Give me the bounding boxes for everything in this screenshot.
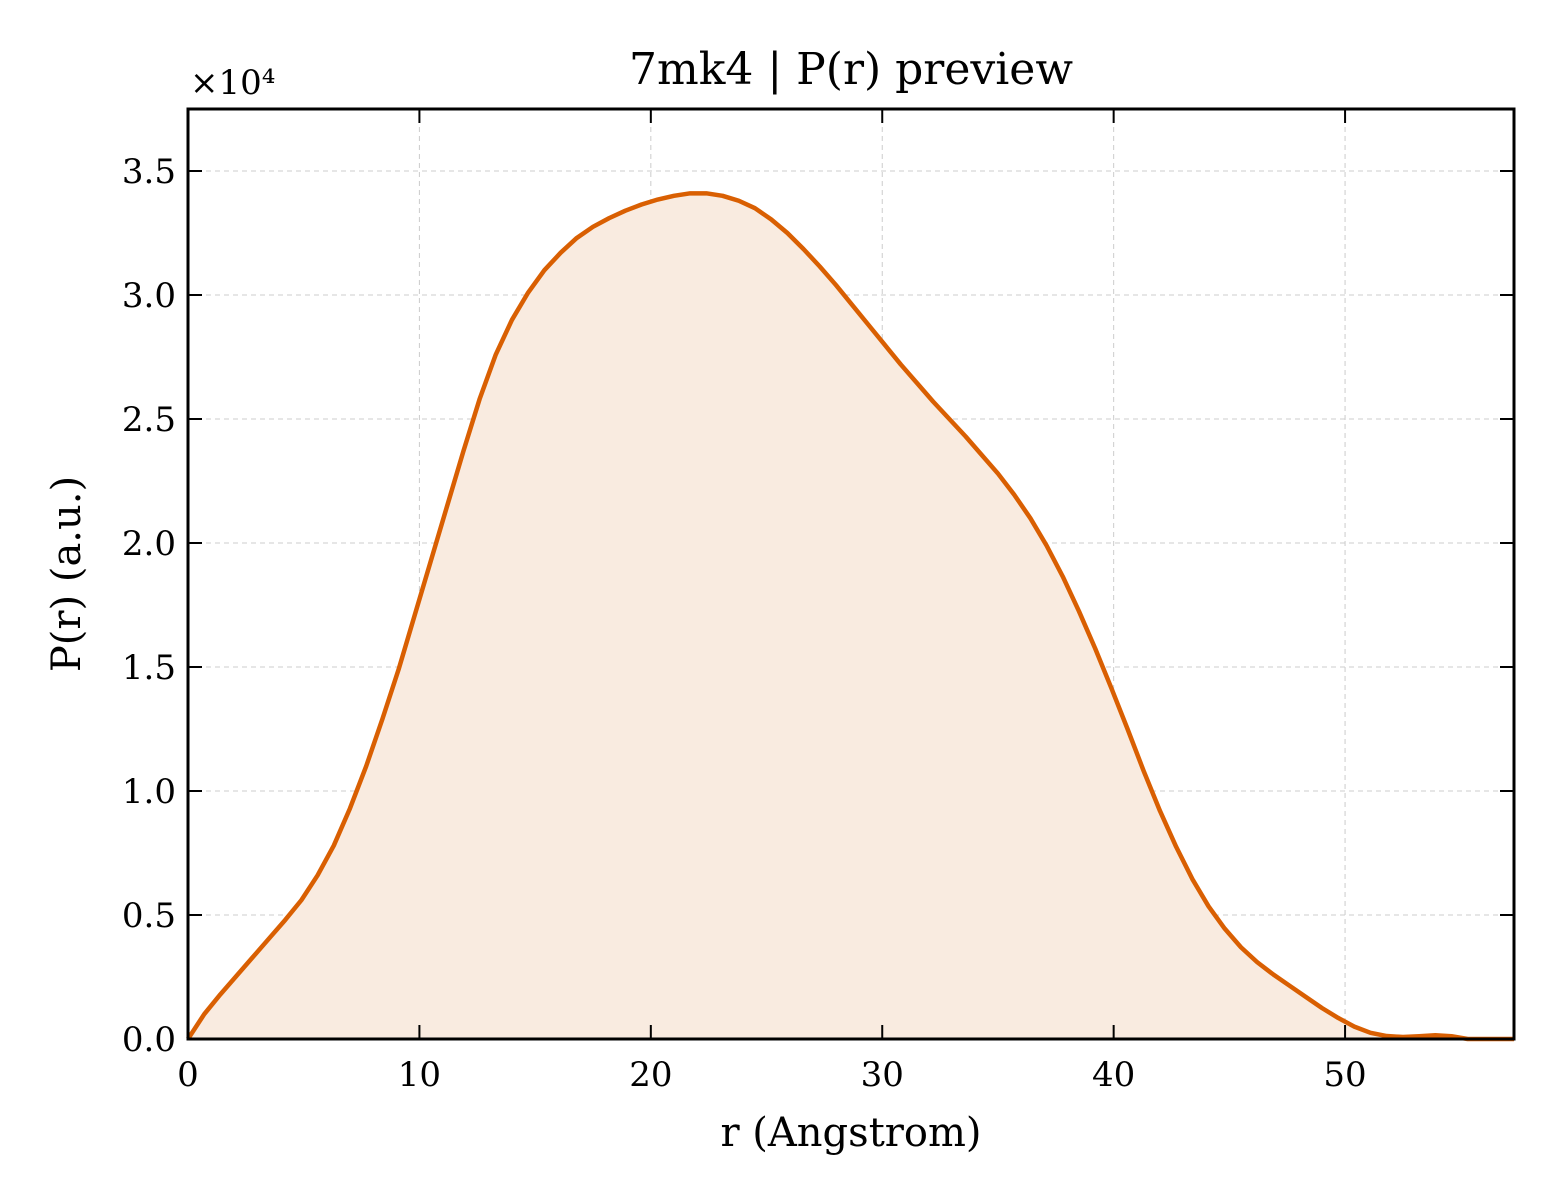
- y-tick-label: 1.0: [122, 772, 176, 812]
- tick-labels: 0 10 20 30 40 50 0.0 0.5 1.0 1.5 2.0 2.5 3.0 3.5: [122, 152, 1367, 1095]
- y-axis-title: P(r) (a.u.): [44, 476, 90, 672]
- y-tick-label: 2.0: [122, 524, 176, 564]
- y-tick-label: 3.0: [122, 276, 176, 316]
- series-area-fill: [188, 193, 1514, 1039]
- series-line: [186, 191, 1514, 1042]
- y-tick-label: 3.5: [122, 152, 176, 192]
- chart-title: 7mk4 | P(r) preview: [629, 44, 1073, 95]
- y-tick-label: 2.5: [122, 400, 176, 440]
- y-multiplier-label: ×10⁴: [190, 63, 275, 103]
- y-tick-label: 0.5: [122, 896, 176, 936]
- x-tick-label: 40: [1092, 1055, 1135, 1095]
- y-tick-label: 0.0: [122, 1020, 176, 1060]
- x-tick-label: 20: [629, 1055, 672, 1095]
- x-tick-label: 0: [177, 1055, 199, 1095]
- plot-frame: [186, 107, 1516, 1041]
- x-tick-label: 50: [1323, 1055, 1366, 1095]
- x-axis-title: r (Angstrom): [720, 1110, 981, 1156]
- x-tick-label: 10: [398, 1055, 441, 1095]
- y-tick-label: 1.5: [122, 648, 176, 688]
- x-tick-label: 30: [861, 1055, 904, 1095]
